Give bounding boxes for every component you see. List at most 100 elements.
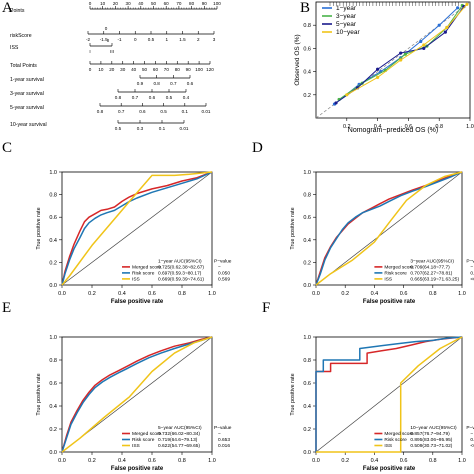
x-tick-label: 0.2	[341, 291, 349, 297]
x-tick-label: 0.0	[312, 458, 320, 464]
data-point	[345, 93, 349, 97]
data-point	[437, 23, 441, 27]
y-axis-label: True positive rate	[290, 207, 296, 249]
nomogram-tick-label: 80	[175, 67, 181, 72]
nomogram-tick-label: 10	[98, 67, 104, 72]
x-tick-label: 0.0	[312, 291, 320, 297]
nomogram-tick-label: 100	[213, 1, 221, 6]
x-axis-label: False positive rate	[363, 466, 416, 472]
nomogram-tick-label: 0.5	[148, 37, 155, 42]
legend-p-value: <0.001	[470, 443, 474, 449]
y-tick-label: 0.8	[49, 193, 57, 199]
nomogram-tick-label: -1	[117, 37, 122, 42]
data-point	[443, 30, 447, 34]
x-tick-label: 1.0	[466, 124, 474, 130]
x-tick-label: 0.6	[405, 124, 413, 130]
nomogram-row-label: 1-year survival	[10, 77, 44, 83]
nomogram-tick-label: 0	[89, 67, 92, 72]
nomogram-subtick-label: 0	[105, 26, 108, 31]
nomogram-tick-label: 50	[142, 67, 148, 72]
nomogram-row-label: ISS	[10, 45, 19, 51]
x-tick-label: 0.4	[118, 291, 126, 297]
nomogram-tick-label: III	[110, 49, 114, 54]
nomogram-tick-label: 0.7	[132, 95, 139, 100]
legend-header-auc: 1−year AUC(95%CI)	[158, 258, 202, 264]
nomogram-subtick-label: II	[107, 38, 110, 43]
nomogram-tick-label: -1.5	[100, 37, 108, 42]
panel-letter-c: C	[2, 140, 12, 156]
legend-series-name: Risk score	[132, 270, 155, 276]
y-tick-label: 0.8	[303, 358, 311, 364]
nomogram-tick-label: 10	[100, 1, 106, 6]
legend-header-auc: 3−year AUC(95%CI)	[410, 258, 454, 264]
y-tick-label: 0.4	[303, 70, 311, 76]
y-tick-label: 0.4	[303, 238, 311, 244]
series-line	[61, 336, 213, 453]
legend-auc-value: 0.622(54.77~69.65)	[158, 443, 200, 449]
legend-p-value: <0.001	[470, 276, 474, 282]
panel-letter-d: D	[252, 140, 263, 156]
legend-p-value: 0.653	[218, 437, 230, 443]
legend-auc-value: 0.725(0.62.38~82.67)	[158, 264, 204, 270]
y-tick-label: 0.2	[303, 260, 311, 266]
plot-frame	[61, 336, 213, 453]
legend-series-name: Merged score	[132, 431, 162, 437]
x-axis-label: False positive rate	[363, 299, 416, 305]
nomogram-row-label: riskScore	[10, 33, 32, 39]
legend-p-value: −	[470, 265, 473, 270]
legend-series-name: 10−year	[336, 29, 361, 36]
plot-frame	[61, 171, 213, 286]
series-line	[61, 171, 213, 286]
legend-p-value: 0.016	[218, 443, 230, 449]
nomogram-tick-label: 0.6	[139, 109, 146, 114]
legend-series-name: Merged score	[384, 264, 414, 270]
y-axis-label: True positive rate	[36, 207, 42, 249]
legend-series-name: Merged score	[132, 264, 162, 270]
x-tick-label: 1.0	[458, 458, 466, 464]
series-line	[315, 336, 463, 452]
data-point	[376, 75, 380, 79]
y-tick-label: 0.4	[49, 238, 57, 244]
nomogram-tick-label: 20	[109, 67, 115, 72]
reference-diagonal	[61, 171, 213, 286]
nomogram-row-label: Points	[10, 8, 25, 14]
series-line	[61, 336, 213, 453]
legend-p-value: 0.502	[470, 437, 474, 443]
y-tick-label: 0.0	[49, 450, 57, 456]
legend-series-name: 1−year	[336, 5, 357, 12]
y-tick-label: 1.0	[303, 170, 311, 176]
legend-p-value: 0.050	[218, 270, 230, 276]
legend-auc-value: 0.665(63.19~71.63.25)	[410, 276, 459, 282]
nomogram-tick-label: 0.1	[159, 126, 166, 131]
y-tick-label: 0.2	[49, 260, 57, 266]
nomogram-tick-label: 30	[126, 1, 132, 6]
nomogram-tick-label: 0.8	[153, 81, 160, 86]
x-tick-label: 0.2	[88, 458, 96, 464]
x-axis-label: False positive rate	[111, 299, 164, 305]
x-tick-label: 0.2	[341, 458, 349, 464]
data-point	[399, 51, 403, 55]
reference-diagonal	[315, 171, 463, 286]
x-tick-label: 0.0	[58, 458, 66, 464]
legend-auc-value: 0.509(30.73~71.02)	[410, 443, 452, 449]
y-tick-label: 0.2	[303, 93, 311, 99]
x-tick-label: 0.8	[178, 291, 186, 297]
nomogram-tick-label: 30	[120, 67, 126, 72]
x-tick-label: 0.4	[371, 458, 379, 464]
x-tick-label: 0.4	[371, 291, 379, 297]
nomogram-tick-label: 2	[197, 37, 200, 42]
series-line	[316, 336, 463, 453]
series-line	[61, 171, 213, 286]
x-tick-label: 0.8	[429, 291, 437, 297]
data-point	[334, 101, 338, 105]
nomogram-tick-label: -2	[86, 37, 91, 42]
legend-series-name: ISS	[384, 443, 392, 449]
panel-letter-f: F	[262, 300, 270, 316]
nomogram-tick-label: 100	[195, 67, 203, 72]
legend-p-value: 0.801	[470, 270, 474, 276]
legend-series-name: ISS	[384, 276, 392, 282]
data-point	[419, 39, 423, 44]
legend-header-p: P−value	[466, 258, 474, 264]
nomogram-tick-label: 50	[151, 1, 157, 6]
legend-auc-value: 0.732(66.02~80.34)	[158, 431, 200, 437]
